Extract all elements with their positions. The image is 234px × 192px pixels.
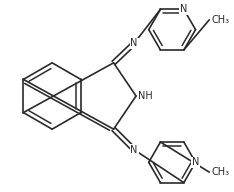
Text: NH: NH bbox=[138, 91, 153, 101]
Text: CH₃: CH₃ bbox=[211, 167, 229, 177]
Text: N: N bbox=[180, 4, 187, 14]
Text: N: N bbox=[130, 38, 138, 48]
Text: N: N bbox=[192, 157, 199, 167]
Text: N: N bbox=[130, 145, 138, 155]
Text: CH₃: CH₃ bbox=[211, 15, 229, 25]
